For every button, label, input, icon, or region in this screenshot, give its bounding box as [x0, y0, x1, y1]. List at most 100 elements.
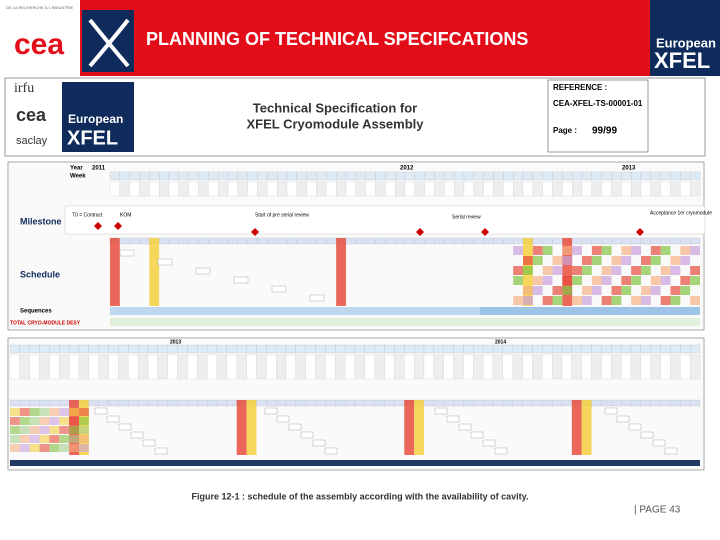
count-cell	[29, 354, 40, 380]
schedule-cell	[591, 246, 602, 255]
schedule-cell	[523, 256, 533, 265]
count-cell	[493, 181, 504, 197]
schedule-cell	[582, 286, 592, 295]
count-cell	[168, 181, 179, 197]
schedule-cell	[680, 286, 691, 295]
step	[233, 276, 249, 284]
week-row	[532, 237, 543, 245]
count-cell	[39, 354, 50, 380]
count-cell	[149, 181, 160, 197]
schedule-cell	[19, 444, 30, 452]
week-row	[19, 399, 30, 407]
week-cell	[257, 171, 268, 181]
week-cell	[512, 344, 523, 354]
schedule-cell	[631, 296, 641, 305]
step	[264, 407, 278, 415]
row-total: TOTAL CRYO-MODULE DESY	[10, 320, 81, 326]
week-cell	[493, 171, 504, 181]
count-cell	[581, 354, 592, 380]
week-cell	[542, 171, 553, 181]
week-cell	[640, 171, 651, 181]
milestone-marker	[251, 228, 259, 236]
count-cell	[512, 354, 523, 380]
step	[482, 439, 496, 447]
week-cell	[404, 344, 415, 354]
week-cell	[187, 344, 198, 354]
week-cell	[444, 171, 455, 181]
week-row	[256, 399, 267, 407]
schedule-cell	[650, 246, 661, 255]
week-row	[542, 237, 553, 245]
week-row	[277, 237, 288, 245]
count-cell	[236, 354, 247, 380]
count-cell	[167, 354, 178, 380]
schedule-cell	[523, 296, 533, 305]
count-cell	[336, 181, 347, 197]
schedule-cell	[670, 256, 681, 265]
count-cell	[601, 354, 612, 380]
week-row	[167, 399, 178, 407]
step	[142, 439, 156, 447]
week-cell	[542, 344, 553, 354]
week-cell	[561, 344, 573, 354]
schedule-cell	[39, 444, 50, 452]
schedule-cell	[532, 276, 543, 285]
week-row	[49, 399, 60, 407]
count-cell	[316, 181, 327, 197]
count-cell	[454, 181, 465, 197]
highlight-col	[336, 238, 346, 306]
week-row	[444, 237, 455, 245]
week-cell	[147, 344, 159, 354]
logo-tagline: DE LA RECHERCHE À L'INDUSTRIE	[6, 5, 74, 10]
schedule-cell	[39, 408, 50, 416]
schedule-cell	[641, 266, 651, 275]
count-cell	[532, 181, 543, 197]
count-cell	[581, 181, 592, 197]
week-row	[226, 399, 237, 407]
week-row	[689, 399, 701, 407]
schedule-cell	[611, 286, 622, 295]
week-cell	[473, 171, 484, 181]
week-cell	[137, 344, 149, 354]
logo-area	[0, 0, 80, 76]
step	[494, 447, 508, 455]
count-cell	[404, 354, 415, 380]
week-cell	[296, 171, 307, 181]
week-cell	[502, 344, 513, 354]
schedule-cell	[59, 426, 70, 434]
schedule-cell	[641, 286, 651, 295]
reference-box	[547, 79, 649, 153]
week-row	[168, 237, 179, 245]
step	[300, 431, 314, 439]
week-row	[630, 399, 642, 407]
milestone-marker	[636, 228, 644, 236]
week-row	[502, 399, 513, 407]
week-cell	[414, 171, 425, 181]
count-cell	[640, 181, 651, 197]
week-cell	[216, 344, 228, 354]
week-cell	[275, 344, 287, 354]
week-cell	[256, 344, 267, 354]
week-cell	[286, 171, 297, 181]
step	[157, 258, 173, 266]
week-cell	[680, 171, 691, 181]
count-cell	[354, 354, 366, 380]
schedule-cell	[562, 286, 573, 295]
week-row	[453, 399, 464, 407]
week-cell	[473, 344, 484, 354]
count-cell	[98, 354, 109, 380]
week-cell	[413, 344, 425, 354]
xfel-logo-box	[650, 0, 720, 76]
week-row	[433, 399, 444, 407]
week-row	[266, 399, 277, 407]
count-cell	[414, 181, 425, 197]
schedule-cell	[542, 296, 553, 305]
week-row	[690, 237, 701, 245]
count-cell	[542, 354, 553, 380]
week-row	[601, 237, 612, 245]
count-cell	[198, 181, 209, 197]
week-cell	[315, 344, 326, 354]
schedule-cell	[59, 408, 70, 416]
week-row	[88, 399, 99, 407]
schedule-cell	[572, 276, 582, 285]
